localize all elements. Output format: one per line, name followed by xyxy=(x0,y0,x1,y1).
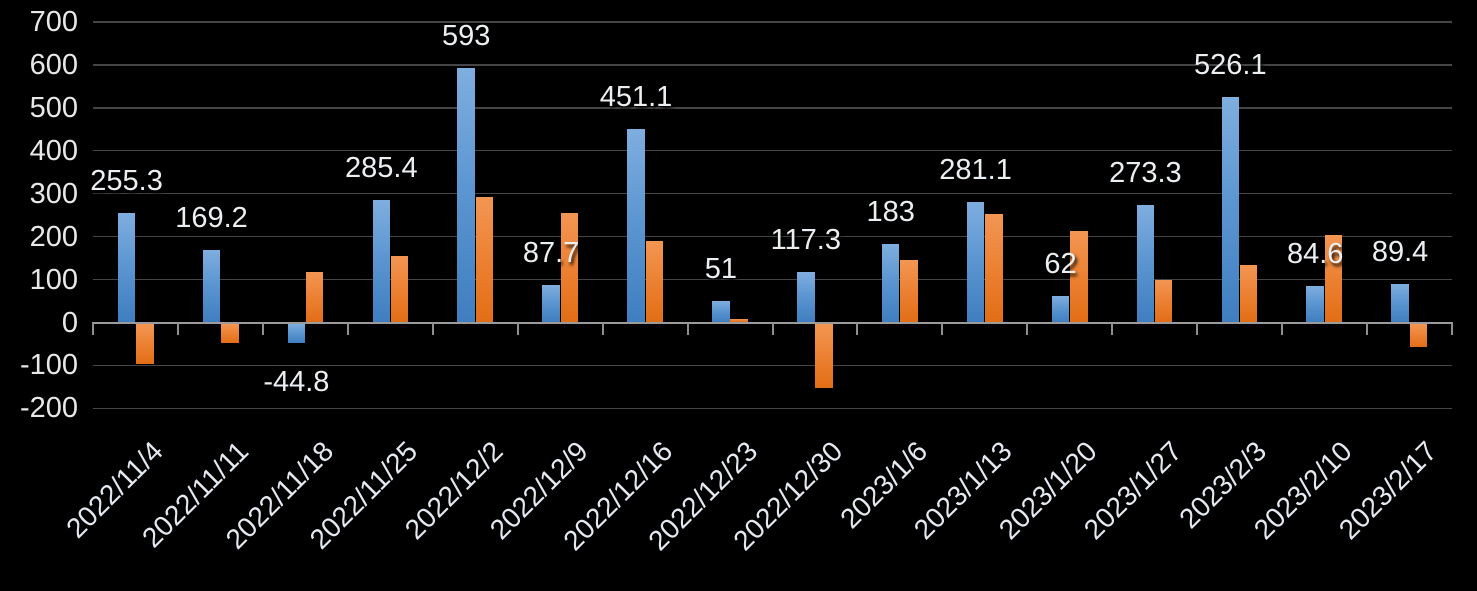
x-axis-tick xyxy=(177,322,180,335)
x-axis-tick xyxy=(686,322,689,335)
bar-orange-series xyxy=(390,256,409,323)
bar-blue-series xyxy=(372,199,391,323)
x-axis-tick xyxy=(601,322,604,335)
bar-blue-series xyxy=(1391,284,1409,323)
gridline xyxy=(93,64,1452,66)
y-axis-tick-label: 600 xyxy=(29,48,78,81)
bar-blue-series xyxy=(881,243,900,323)
data-label: 84.6 xyxy=(1286,238,1344,271)
bar-blue-series xyxy=(627,128,645,323)
bar-orange-series xyxy=(1070,231,1088,323)
y-axis-tick-label: 0 xyxy=(61,306,78,339)
bar-orange-series xyxy=(645,240,664,323)
bar-orange-series xyxy=(560,212,579,323)
bar-orange-series xyxy=(985,213,1003,323)
bar-orange-series xyxy=(475,197,494,323)
x-axis-tick xyxy=(941,322,944,335)
bar-orange-series xyxy=(305,272,324,323)
data-label: -44.8 xyxy=(263,365,330,398)
bar-orange-series xyxy=(815,323,833,388)
bar-blue-series xyxy=(1051,295,1070,323)
bar-blue-series xyxy=(202,249,221,323)
bar-blue-series xyxy=(117,212,136,323)
bar-orange-series xyxy=(1324,235,1343,323)
bar-blue-series xyxy=(1221,96,1240,323)
y-axis-tick-label: 500 xyxy=(29,91,78,124)
data-label: 273.3 xyxy=(1109,157,1182,190)
gridline xyxy=(93,149,1452,152)
data-label: 451.1 xyxy=(599,80,673,113)
data-label: 117.3 xyxy=(770,224,841,257)
x-axis-tick xyxy=(1280,322,1283,335)
data-label: 526.1 xyxy=(1194,48,1267,81)
data-label: 593 xyxy=(441,19,491,52)
data-label: 255.3 xyxy=(90,164,163,197)
x-axis-tick xyxy=(1111,322,1114,335)
x-axis-tick xyxy=(856,322,859,335)
x-axis-tick xyxy=(516,322,519,335)
data-label: 87.7 xyxy=(522,236,580,269)
y-axis-tick-label: 300 xyxy=(29,177,78,210)
bar-blue-series xyxy=(712,300,730,323)
gridline xyxy=(93,192,1452,195)
bar-blue-series xyxy=(1136,205,1155,323)
gridline xyxy=(93,278,1452,281)
gridline xyxy=(93,407,1452,410)
x-axis-tick xyxy=(431,322,434,335)
data-label: 183 xyxy=(866,195,915,228)
x-axis-tick xyxy=(1026,322,1029,335)
y-axis-tick-label: 100 xyxy=(29,263,78,296)
bar-orange-series xyxy=(730,319,748,323)
bar-blue-series xyxy=(542,284,560,323)
y-axis-tick-label: 400 xyxy=(29,134,78,167)
gridline xyxy=(93,107,1452,109)
gridline xyxy=(93,21,1452,23)
gridline xyxy=(93,235,1452,238)
y-axis-tick-label: 200 xyxy=(29,220,78,253)
bar-orange-series xyxy=(221,323,239,343)
bar-blue-series xyxy=(966,201,985,323)
x-axis-tick xyxy=(347,322,349,335)
x-axis-tick xyxy=(1196,322,1198,335)
x-axis-tick xyxy=(771,322,774,335)
y-axis-tick-label: 700 xyxy=(29,5,78,38)
x-axis-tick xyxy=(262,322,265,335)
bar-blue-series xyxy=(457,67,475,323)
data-label: 51 xyxy=(704,252,738,285)
data-label: 169.2 xyxy=(175,201,248,234)
data-label: 285.4 xyxy=(345,151,418,184)
data-label: 62 xyxy=(1044,247,1077,280)
y-axis-tick-label: -200 xyxy=(19,392,78,425)
bar-orange-series xyxy=(1409,323,1428,348)
y-axis-tick-label: -100 xyxy=(19,349,78,382)
bar-blue-series xyxy=(1306,286,1324,323)
data-label: 281.1 xyxy=(939,153,1012,186)
bar-orange-series xyxy=(136,323,154,365)
x-axis-tick xyxy=(1365,322,1368,335)
bar-orange-series xyxy=(900,260,918,323)
bar-orange-series xyxy=(1239,265,1258,323)
gridline xyxy=(93,364,1452,367)
data-label: 89.4 xyxy=(1371,236,1429,269)
bar-blue-series xyxy=(797,272,815,323)
bar-blue-series xyxy=(287,323,306,343)
x-axis-tick xyxy=(1450,322,1453,335)
x-axis-tick xyxy=(92,322,95,335)
bar-orange-series xyxy=(1154,279,1173,323)
